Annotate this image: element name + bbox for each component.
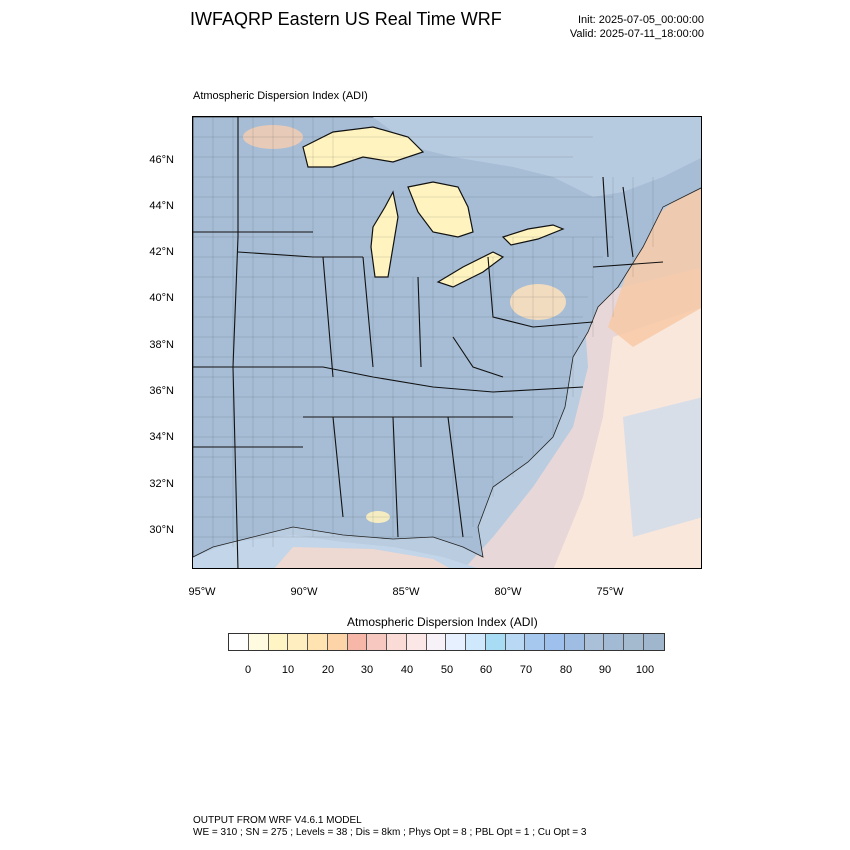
ocean-offshore-blue (623, 397, 701, 537)
colorbar-swatch (624, 634, 644, 650)
colorbar-swatch (584, 634, 605, 650)
lon-label-80w: 80°W (494, 586, 522, 598)
colorbar-swatch (466, 634, 486, 650)
pennsylvania-warm-patch (510, 284, 566, 320)
lon-label-95w: 95°W (188, 586, 216, 598)
lat-label-36n: 36°N (149, 385, 174, 397)
colorbar-swatch (367, 634, 387, 650)
colorbar-label: 60 (479, 664, 493, 676)
init-time: Init: 2025-07-05_00:00:00 (578, 14, 704, 26)
lon-label-75w: 75°W (596, 586, 624, 598)
colorbar-swatch (525, 634, 545, 650)
lat-label-34n: 34°N (149, 431, 174, 443)
colorbar-swatch (308, 634, 328, 650)
lat-label-42n: 42°N (149, 246, 174, 258)
model-version: OUTPUT FROM WRF V4.6.1 MODEL (193, 815, 362, 826)
lon-label-90w: 90°W (290, 586, 318, 598)
gulf-warm-region (274, 547, 450, 568)
colorbar-label: 100 (635, 664, 655, 676)
colorbar-swatch (505, 634, 526, 650)
colorbar-label: 40 (400, 664, 414, 676)
colorbar-label: 0 (244, 664, 252, 676)
lat-label-40n: 40°N (149, 292, 174, 304)
colorbar-label: 20 (321, 664, 335, 676)
colorbar-label: 50 (440, 664, 454, 676)
colorbar-swatch (446, 634, 466, 650)
lat-label-30n: 30°N (149, 524, 174, 536)
lon-label-85w: 85°W (392, 586, 420, 598)
colorbar-swatch (288, 634, 308, 650)
colorbar-swatch (248, 634, 269, 650)
model-footer: OUTPUT FROM WRF V4.6.1 MODEL WE = 310 ; … (193, 815, 586, 839)
county-grid (193, 117, 654, 547)
colorbar-swatch (545, 634, 565, 650)
colorbar-swatch (604, 634, 624, 650)
colorbar-title: Atmospheric Dispersion Index (ADI) (347, 615, 538, 629)
map-title: IWFAQRP Eastern US Real Time WRF (190, 9, 502, 29)
colorbar-swatch (564, 634, 585, 650)
lake-huron (407, 181, 474, 238)
lat-label-32n: 32°N (149, 478, 174, 490)
colorbar-label: 80 (559, 664, 573, 676)
colorbar-swatch (229, 634, 249, 650)
colorbar-label: 30 (360, 664, 374, 676)
field-label: Atmospheric Dispersion Index (ADI) (193, 90, 368, 102)
colorbar-swatch (643, 634, 664, 650)
colorbar-swatch (268, 634, 289, 650)
map-panel (192, 116, 702, 569)
colorbar (228, 633, 665, 651)
colorbar-label: 90 (598, 664, 612, 676)
model-settings: WE = 310 ; SN = 275 ; Levels = 38 ; Dis … (193, 827, 587, 838)
colorbar-label: 70 (519, 664, 533, 676)
colorbar-swatch (387, 634, 407, 650)
colorbar-swatch (347, 634, 368, 650)
lake-ontario (501, 224, 565, 246)
run-times: Init: 2025-07-05_00:00:00 Valid: 2025-07… (570, 13, 704, 41)
lat-label-44n: 44°N (149, 200, 174, 212)
lat-label-38n: 38°N (149, 339, 174, 351)
valid-time: Valid: 2025-07-11_18:00:00 (569, 28, 704, 40)
colorbar-swatch (406, 634, 427, 650)
map-canvas (193, 117, 701, 568)
colorbar-swatch (485, 634, 506, 650)
lat-label-46n: 46°N (149, 154, 174, 166)
colorbar-swatch (426, 634, 447, 650)
colorbar-swatch (327, 634, 348, 650)
colorbar-label: 10 (281, 664, 295, 676)
